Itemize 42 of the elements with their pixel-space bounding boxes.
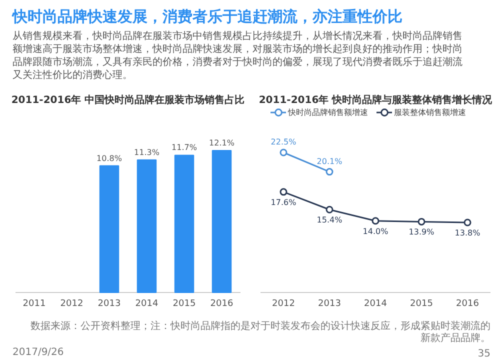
text: 从销售规模来看，快时尚品牌在服装市场中销售规模占比持续提升，从增长情况来看，快时尚品牌销售额增速高于服装市场整体增速，快时尚品牌快速发展，对服装市场的增长起到良好的推动作用；快时尚品牌跟随市场潮流，又具有亲民的价格，消费者对于快时尚的偏爱，展现了现代消费者既乐于追赶潮流又关注性价比的消费心理。 <box>12 30 462 81</box>
data-label: 13.9% <box>408 228 435 237</box>
x-tick-label: 2014 <box>135 299 158 309</box>
x-tick-label: 2012 <box>272 299 295 309</box>
x-tick-label: 2015 <box>172 299 196 309</box>
bar <box>136 159 157 293</box>
point <box>418 218 426 226</box>
point <box>280 188 288 196</box>
point <box>326 168 334 176</box>
x-tick-label: 2016 <box>210 299 234 309</box>
data-label: 11.3% <box>134 148 160 157</box>
x-tick-label: 2013 <box>98 299 121 309</box>
x-tick-label: 2012 <box>60 299 84 309</box>
chart-title: 2011-2016年 中国快时尚品牌在服装市场销售占比 <box>11 94 245 106</box>
chart-title: 2011-2016年 快时尚品牌与服装整体销售增长情况 <box>258 94 494 106</box>
data-label: 13.8% <box>454 228 481 238</box>
data-label: 22.5% <box>270 138 297 146</box>
data-label: 17.6% <box>270 198 297 207</box>
point <box>464 218 472 226</box>
point <box>280 148 288 156</box>
data-label: 10.8% <box>96 154 122 163</box>
bar <box>99 165 120 293</box>
data-label: 14.0% <box>362 226 389 236</box>
legend-label: 快时尚品牌销售额增速 <box>288 106 368 118</box>
bar <box>212 150 232 293</box>
x-tick-label: 2014 <box>364 299 388 309</box>
x-tick-label: 2011 <box>22 299 46 309</box>
point <box>372 217 380 225</box>
legend-label: 服装整体销售额增速 <box>394 106 466 118</box>
x-tick-label: 2015 <box>410 299 433 309</box>
x-tick-label: 2016 <box>456 299 480 309</box>
text: 2017/9/26 <box>12 347 64 358</box>
bar <box>174 154 194 293</box>
point <box>326 206 334 214</box>
data-label: 11.7% <box>172 143 198 152</box>
source-note: 数据来源：公开资料整理；注：快时尚品牌指的是对于时装发布会的设计快速反应，形成紧贴时装潮流的新款产品品牌。 <box>30 320 490 344</box>
text: 快时尚品牌快速发展，消费者乐于追赶潮流，亦注重性价比 <box>12 8 402 26</box>
data-label: 15.4% <box>316 216 343 225</box>
data-label: 20.1% <box>316 156 343 166</box>
text: 35 <box>478 348 491 360</box>
data-label: 12.1% <box>209 138 235 148</box>
x-tick-label: 2013 <box>318 299 341 309</box>
